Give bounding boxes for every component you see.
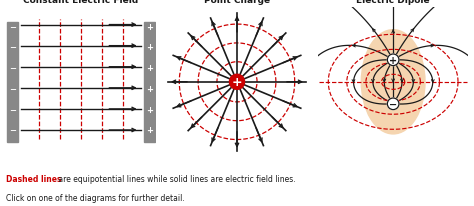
Text: +: + <box>146 126 153 135</box>
Title: Electric Dipole: Electric Dipole <box>356 0 430 5</box>
Text: −: − <box>9 105 16 114</box>
Title: Constant Electric Field: Constant Electric Field <box>23 0 138 5</box>
Text: +: + <box>232 76 242 89</box>
Text: −: − <box>9 43 16 52</box>
Text: +: + <box>146 43 153 52</box>
Text: −: − <box>389 99 397 109</box>
Text: +: + <box>146 84 153 94</box>
Circle shape <box>229 75 245 90</box>
Text: are equipotential lines while solid lines are electric field lines.: are equipotential lines while solid line… <box>56 174 296 183</box>
Text: −: − <box>9 84 16 94</box>
Bar <box>7 22 18 142</box>
Circle shape <box>387 98 399 110</box>
Text: Click on one of the diagrams for further detail.: Click on one of the diagrams for further… <box>6 193 184 202</box>
Text: +: + <box>146 64 153 73</box>
Text: +: + <box>146 105 153 114</box>
Bar <box>144 22 155 142</box>
Text: +: + <box>146 22 153 32</box>
Text: −: − <box>9 22 16 32</box>
Text: Dashed lines: Dashed lines <box>6 174 61 183</box>
Text: −: − <box>9 126 16 135</box>
Circle shape <box>387 55 399 66</box>
Text: −: − <box>9 64 16 73</box>
Ellipse shape <box>361 30 425 134</box>
Title: Point Charge: Point Charge <box>204 0 270 5</box>
Text: +: + <box>389 56 397 66</box>
